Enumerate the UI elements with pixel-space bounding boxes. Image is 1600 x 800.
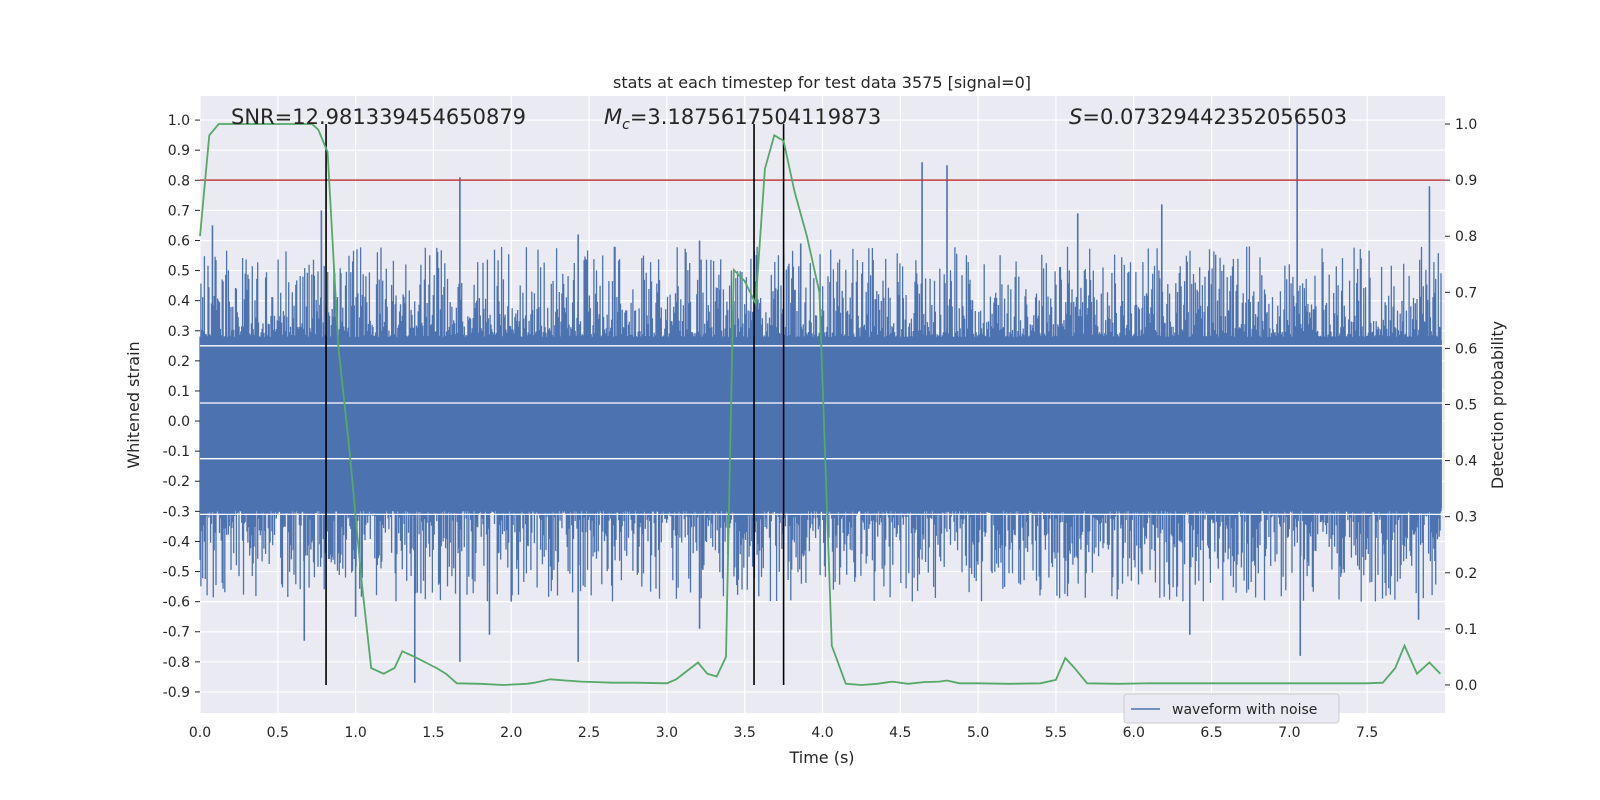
x-tick-label: 5.5 bbox=[1045, 725, 1067, 741]
x-tick-label: 0.5 bbox=[267, 725, 289, 741]
y-tick-label: -0.5 bbox=[163, 565, 190, 581]
y2-tick-label: 1.0 bbox=[1455, 117, 1477, 133]
y-tick-label: -0.7 bbox=[163, 625, 190, 641]
y-tick-label: -0.4 bbox=[163, 534, 190, 550]
y-tick-label: 0.6 bbox=[168, 233, 190, 249]
detection-probability-series bbox=[199, 123, 1441, 686]
y-tick-label: 0.1 bbox=[168, 384, 190, 400]
s-annotation: S=0.07329442352056503 bbox=[1069, 105, 1347, 129]
waveform-core-band bbox=[200, 339, 1442, 509]
chirp-mass-annotation: Mc=3.1875617504119873 bbox=[604, 105, 881, 133]
y-ticks: 1.0 0.9 0.8 0.7 0.6 0.5 0.4 0.3 0.2 0.1 0.0 -0.1 -0.… bbox=[163, 113, 200, 701]
x-tick-label: 7.0 bbox=[1278, 725, 1300, 741]
x-tick-label: 3.5 bbox=[734, 725, 756, 741]
y2-tick-label: 0.1 bbox=[1455, 622, 1477, 638]
y-tick-label: 0.0 bbox=[168, 414, 190, 430]
y-tick-label: -0.3 bbox=[163, 504, 190, 520]
x-tick-label: 7.5 bbox=[1356, 725, 1378, 741]
x-tick-label: 6.5 bbox=[1200, 725, 1222, 741]
snr-annotation: SNR=12.981339454650879 bbox=[231, 105, 526, 129]
y-tick-label: -0.6 bbox=[163, 595, 190, 611]
detection-probability-line bbox=[199, 123, 1441, 686]
y2-tick-label: 0.5 bbox=[1455, 398, 1477, 414]
x-tick-label: 1.5 bbox=[422, 725, 444, 741]
y-tick-label: -0.2 bbox=[163, 474, 190, 490]
y2-tick-label: 0.4 bbox=[1455, 454, 1477, 470]
y2-tick-label: 0.9 bbox=[1455, 173, 1477, 189]
y-tick-label: 0.9 bbox=[168, 143, 190, 159]
chirp-mass-symbol: M bbox=[604, 105, 622, 129]
vertical-markers bbox=[325, 124, 785, 685]
y-tick-label: 0.8 bbox=[168, 173, 190, 189]
x-tick-label: 5.0 bbox=[967, 725, 989, 741]
s-value: =0.07329442352056503 bbox=[1082, 105, 1347, 129]
y2-tick-label: 0.6 bbox=[1455, 341, 1477, 357]
x-tick-label: 4.0 bbox=[811, 725, 833, 741]
y2-tick-label: 0.8 bbox=[1455, 229, 1477, 245]
y2-ticks: 1.0 0.9 0.8 0.7 0.6 0.5 0.4 0.3 0.2 0.1 0.0 bbox=[1445, 117, 1477, 694]
x-tick-label: 0.0 bbox=[189, 725, 211, 741]
y-tick-label: 0.4 bbox=[168, 294, 190, 310]
chart-title: stats at each timestep for test data 357… bbox=[613, 73, 1031, 92]
y-tick-label: 0.5 bbox=[168, 264, 190, 280]
y-tick-label: -0.9 bbox=[163, 685, 190, 701]
x-tick-label: 4.5 bbox=[889, 725, 911, 741]
x-tick-label: 3.0 bbox=[656, 725, 678, 741]
legend-entry-waveform: waveform with noise bbox=[1172, 702, 1317, 718]
legend: waveform with noise bbox=[1123, 693, 1340, 724]
y2-tick-label: 0.2 bbox=[1455, 566, 1477, 582]
chirp-mass-value: =3.1875617504119873 bbox=[630, 105, 881, 129]
y2-axis-label: Detection probability bbox=[1488, 321, 1507, 489]
s-symbol: S bbox=[1069, 105, 1082, 129]
y-tick-label: 0.2 bbox=[168, 354, 190, 370]
chirp-mass-subscript: c bbox=[622, 117, 630, 133]
y-tick-label: -0.1 bbox=[163, 444, 190, 460]
y-axis-label: Whitened strain bbox=[124, 341, 143, 468]
y-tick-label: 0.7 bbox=[168, 203, 190, 219]
x-tick-label: 6.0 bbox=[1123, 725, 1145, 741]
x-tick-label: 2.5 bbox=[578, 725, 600, 741]
y-tick-label: 0.3 bbox=[168, 324, 190, 340]
waveform-series bbox=[199, 120, 1445, 683]
y2-tick-label: 0.0 bbox=[1455, 678, 1477, 694]
x-tick-label: 2.0 bbox=[500, 725, 522, 741]
y2-tick-label: 0.3 bbox=[1455, 510, 1477, 526]
y-tick-label: 1.0 bbox=[168, 113, 190, 129]
x-ticks: 0.0 0.5 1.0 1.5 2.0 2.5 3.0 3.5 4.0 4.5 5.0 5.5 6.0 6… bbox=[189, 725, 1378, 741]
legend-box bbox=[1123, 693, 1340, 724]
y-tick-label: -0.8 bbox=[163, 655, 190, 671]
x-axis-label: Time (s) bbox=[788, 748, 854, 767]
y2-tick-label: 0.7 bbox=[1455, 285, 1477, 301]
x-tick-label: 1.0 bbox=[344, 725, 366, 741]
